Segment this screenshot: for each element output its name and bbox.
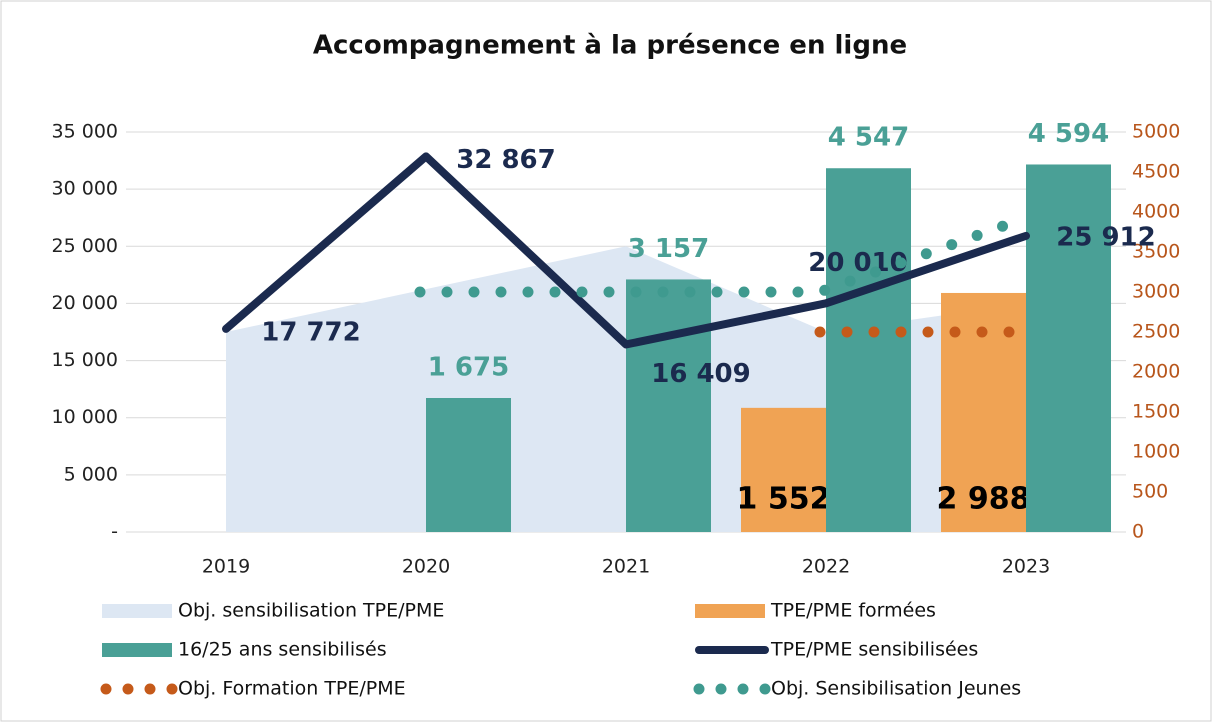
y2-tick-label: 3000: [1132, 281, 1180, 303]
y2-tick-label: 4000: [1132, 201, 1180, 223]
x-tick-label: 2022: [802, 556, 850, 578]
y-tick-label: 15 000: [52, 349, 118, 371]
y-tick-label: 25 000: [52, 235, 118, 257]
chart-title: Accompagnement à la présence en ligne: [313, 31, 907, 61]
dotted-line: [414, 214, 1026, 298]
y2-tick-label: 5000: [1132, 121, 1180, 143]
legend-label: TPE/PME sensibilisées: [770, 639, 978, 661]
legend-swatch: [102, 643, 172, 657]
legend-label: Obj. sensibilisation TPE/PME: [178, 600, 444, 622]
y2-tick-label: 2000: [1132, 361, 1180, 383]
y2-tick-label: 1500: [1132, 401, 1180, 423]
bar: [826, 168, 911, 533]
x-tick-label: 2021: [602, 556, 650, 578]
y-tick-label: 20 000: [52, 292, 118, 314]
x-tick-label: 2020: [402, 556, 450, 578]
data-label: 1 552: [737, 482, 831, 517]
data-label: 2 988: [937, 482, 1031, 517]
data-label: 3 157: [628, 234, 709, 264]
data-label: 1 675: [428, 353, 509, 383]
legend-swatch: [695, 604, 765, 618]
legend-label: Obj. Sensibilisation Jeunes: [771, 678, 1021, 700]
y-tick-label: 5 000: [64, 463, 118, 485]
y-tick-label: 30 000: [52, 178, 118, 200]
data-label: 20 010: [808, 248, 908, 278]
bar: [626, 279, 711, 532]
y-tick-label: 35 000: [52, 121, 118, 143]
data-label: 32 867: [456, 145, 556, 175]
y-tick-label: -: [111, 521, 118, 543]
data-label: 16 409: [651, 359, 751, 389]
y2-tick-label: 1000: [1132, 441, 1180, 463]
x-tick-label: 2019: [202, 556, 250, 578]
bar: [1026, 164, 1111, 533]
x-tick-label: 2023: [1002, 556, 1050, 578]
data-label: 17 772: [261, 317, 361, 347]
legend-swatch: [102, 604, 172, 618]
y2-tick-label: 4500: [1132, 161, 1180, 183]
legend-label: TPE/PME formées: [770, 600, 936, 622]
y-tick-label: 10 000: [52, 406, 118, 428]
legend-label: 16/25 ans sensibilisés: [178, 639, 387, 661]
data-label: 25 912: [1056, 222, 1156, 252]
y2-tick-label: 2500: [1132, 321, 1180, 343]
y2-tick-label: 500: [1132, 481, 1168, 503]
legend-label: Obj. Formation TPE/PME: [178, 678, 406, 700]
data-label: 4 547: [828, 123, 909, 153]
y2-tick-label: 0: [1132, 521, 1144, 543]
data-label: 4 594: [1028, 119, 1109, 149]
bar: [741, 407, 826, 532]
y2-tick-label: 3500: [1132, 241, 1180, 263]
bar: [426, 398, 511, 532]
line: [222, 152, 1030, 349]
